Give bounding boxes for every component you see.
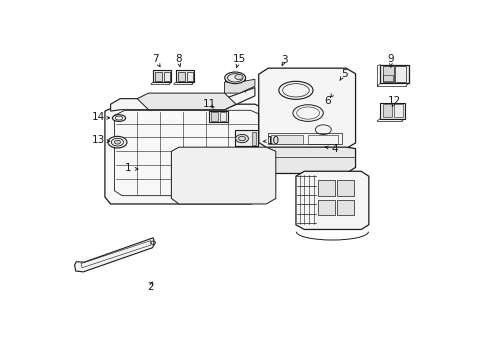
Bar xyxy=(220,112,226,121)
Bar xyxy=(164,72,170,81)
Text: 7: 7 xyxy=(152,54,159,64)
Ellipse shape xyxy=(108,136,127,148)
Bar xyxy=(155,72,162,81)
Bar xyxy=(153,70,172,82)
Text: 14: 14 xyxy=(92,112,105,122)
Bar xyxy=(211,112,218,121)
Ellipse shape xyxy=(112,115,125,121)
Bar xyxy=(176,70,194,82)
Polygon shape xyxy=(259,68,356,149)
Text: 1: 1 xyxy=(124,163,131,174)
Bar xyxy=(380,103,405,118)
Text: 11: 11 xyxy=(203,99,216,109)
Bar xyxy=(209,111,228,122)
Text: 12: 12 xyxy=(388,96,401,107)
Bar xyxy=(318,200,335,215)
Polygon shape xyxy=(111,87,255,111)
Bar xyxy=(318,180,335,195)
Bar xyxy=(308,135,339,144)
Text: 10: 10 xyxy=(267,136,280,146)
Text: 4: 4 xyxy=(331,144,338,153)
Polygon shape xyxy=(137,93,236,110)
Polygon shape xyxy=(74,238,154,272)
Bar xyxy=(337,180,354,195)
Bar xyxy=(178,72,185,81)
Ellipse shape xyxy=(114,140,121,144)
Ellipse shape xyxy=(225,72,245,84)
Text: 15: 15 xyxy=(232,54,245,64)
Bar xyxy=(383,75,393,81)
Bar xyxy=(271,135,303,144)
Bar xyxy=(380,64,409,84)
Bar xyxy=(383,67,394,82)
Polygon shape xyxy=(105,104,267,204)
Text: 6: 6 xyxy=(324,96,330,107)
Bar xyxy=(252,132,256,145)
Text: 9: 9 xyxy=(388,54,394,64)
Ellipse shape xyxy=(236,134,248,143)
Text: 3: 3 xyxy=(281,55,288,66)
Bar xyxy=(235,130,258,146)
Polygon shape xyxy=(224,79,255,93)
Text: 8: 8 xyxy=(175,54,181,64)
Polygon shape xyxy=(296,171,369,229)
Bar xyxy=(395,67,406,82)
Bar xyxy=(187,72,193,81)
Ellipse shape xyxy=(235,75,243,80)
Bar xyxy=(383,104,392,117)
Polygon shape xyxy=(259,147,356,174)
Text: 13: 13 xyxy=(92,135,105,145)
Bar xyxy=(268,133,342,144)
Polygon shape xyxy=(172,147,276,204)
Text: 2: 2 xyxy=(147,282,154,292)
Text: 5: 5 xyxy=(341,69,347,79)
Bar xyxy=(337,200,354,215)
Bar xyxy=(393,104,403,117)
